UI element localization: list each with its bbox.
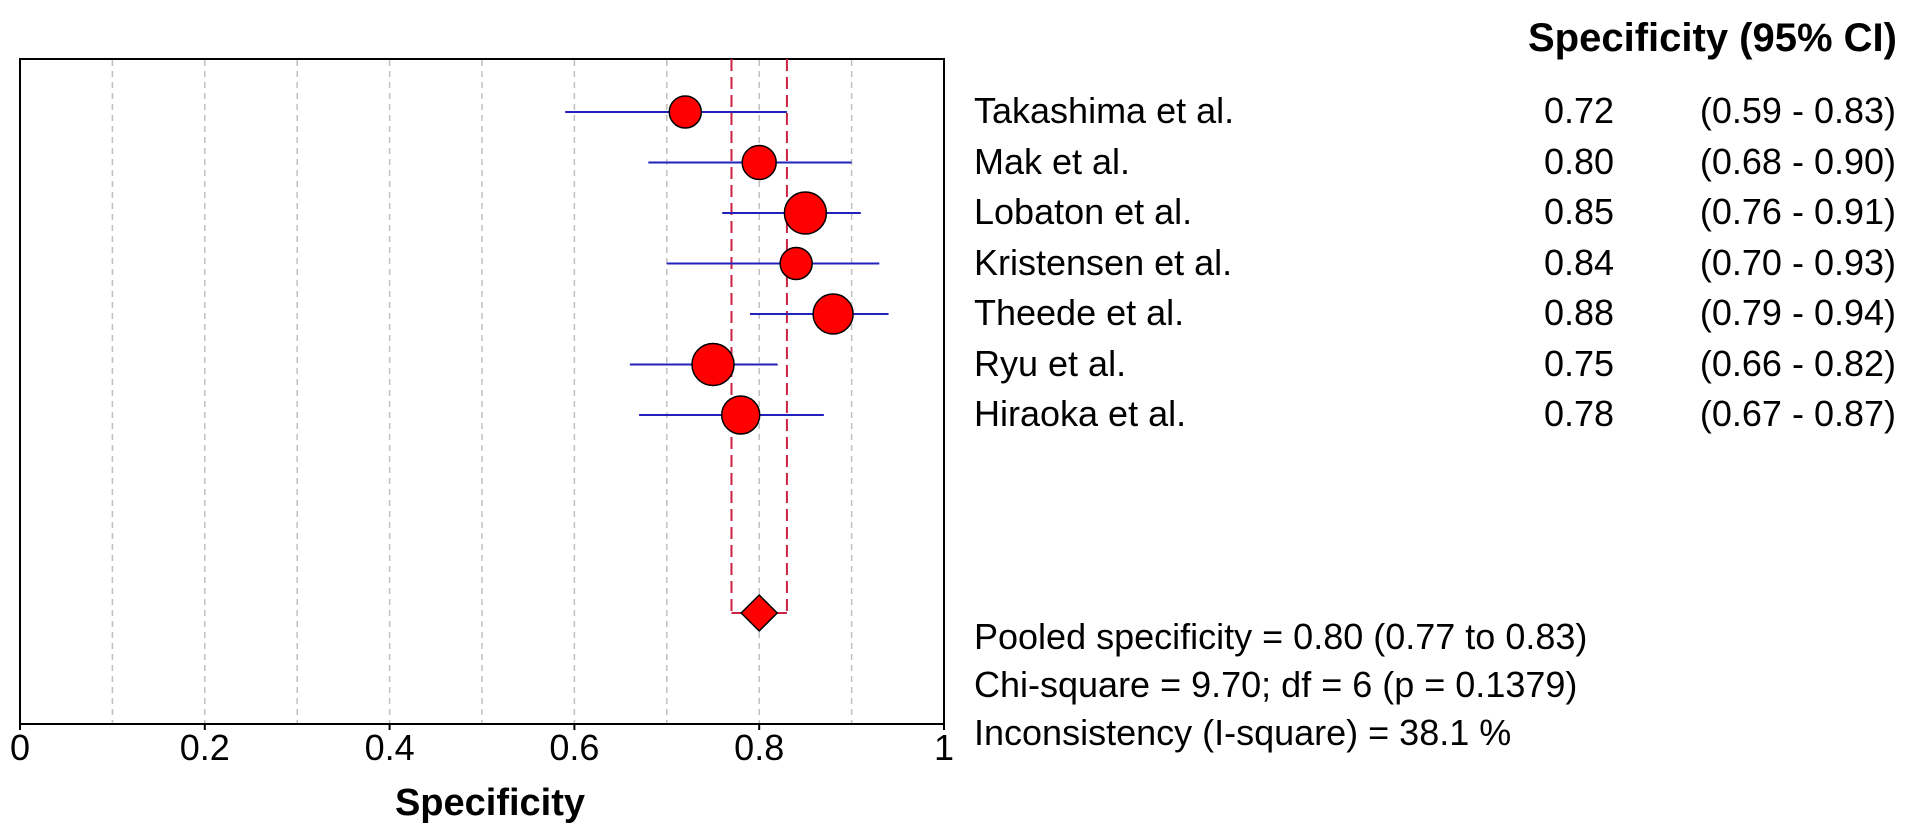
- study-point: [812, 293, 854, 335]
- study-specificity: 0.80: [1544, 140, 1615, 182]
- study-name: Ryu et al.: [974, 342, 1127, 384]
- forest-plot: 0 0.2 0.4 0.6 0.8 1 Specificity: [10, 58, 954, 824]
- chi-square-text: Chi-square = 9.70; df = 6 (p = 0.1379): [974, 664, 1578, 705]
- study-ci: (0.76 - 0.91): [1699, 191, 1896, 232]
- study-specificity: 0.78: [1544, 393, 1615, 434]
- column-header: Specificity (95% CI): [1527, 16, 1897, 60]
- study-point: [779, 246, 813, 281]
- study-name: Hiraoka et al.: [974, 393, 1187, 434]
- pooled-diamond: [740, 593, 779, 633]
- study-name: Takashima et al.: [974, 90, 1235, 131]
- pooled-specificity-text: Pooled specificity = 0.80 (0.77 to 0.83): [974, 616, 1588, 657]
- x-tick-label: 0.4: [365, 727, 415, 768]
- study-specificity: 0.84: [1544, 241, 1615, 283]
- study-point: [783, 191, 828, 235]
- study-specificity: 0.88: [1544, 292, 1615, 333]
- study-row: Hiraoka et al. 0.78 (0.67 - 0.87): [974, 391, 1896, 437]
- study-row: Lobaton et al. 0.85 (0.76 - 0.91): [974, 189, 1896, 235]
- study-ci: (0.68 - 0.90): [1699, 140, 1896, 182]
- study-name: Kristensen et al.: [974, 241, 1233, 283]
- x-tick-label: 0: [10, 727, 30, 768]
- inconsistency-text: Inconsistency (I-square) = 38.1 %: [974, 712, 1512, 753]
- study-row: Takashima et al. 0.72 (0.59 - 0.83): [974, 88, 1896, 134]
- study-row: Ryu et al. 0.75 (0.66 - 0.82): [974, 341, 1896, 387]
- study-ci: (0.66 - 0.82): [1699, 342, 1896, 384]
- study-point: [720, 395, 761, 435]
- study-point: [691, 342, 735, 387]
- x-tick-label: 0.8: [734, 727, 784, 768]
- study-ci: (0.59 - 0.83): [1699, 90, 1896, 131]
- x-tick-label: 1: [934, 727, 954, 768]
- study-ci: (0.79 - 0.94): [1699, 292, 1896, 333]
- study-row: Mak et al. 0.80 (0.68 - 0.90): [974, 139, 1896, 185]
- study-row: Theede et al. 0.88 (0.79 - 0.94): [974, 290, 1896, 336]
- study-point: [741, 144, 777, 181]
- study-specificity: 0.75: [1544, 342, 1615, 384]
- plot-frame: [19, 58, 945, 725]
- study-specificity: 0.85: [1544, 191, 1615, 232]
- study-name: Lobaton et al.: [974, 191, 1193, 232]
- study-name: Mak et al.: [974, 140, 1131, 182]
- x-tick-label: 0.2: [180, 727, 230, 768]
- study-row: Kristensen et al. 0.84 (0.70 - 0.93): [974, 240, 1896, 286]
- summary-stats: Pooled specificity = 0.80 (0.77 to 0.83)…: [974, 613, 1587, 757]
- x-tick-label: 0.6: [549, 727, 599, 768]
- x-axis-label: Specificity: [395, 782, 585, 824]
- study-ci: (0.70 - 0.93): [1699, 241, 1896, 283]
- study-name: Theede et al.: [974, 292, 1185, 333]
- study-ci: (0.67 - 0.87): [1699, 393, 1896, 434]
- study-specificity: 0.72: [1544, 90, 1615, 131]
- study-point: [668, 95, 703, 129]
